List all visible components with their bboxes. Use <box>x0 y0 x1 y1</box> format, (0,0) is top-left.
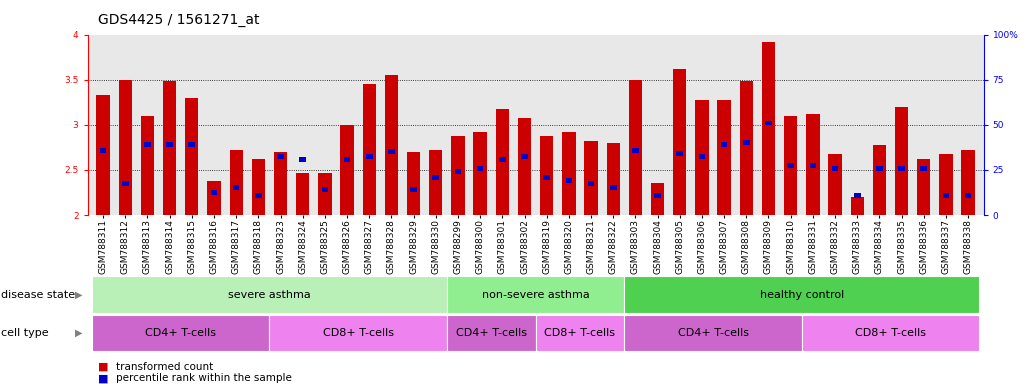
Bar <box>610 185 617 190</box>
Bar <box>828 154 842 215</box>
Bar <box>831 166 838 170</box>
Bar <box>474 132 487 215</box>
Text: severe asthma: severe asthma <box>228 290 311 300</box>
Bar <box>787 163 794 168</box>
Bar <box>584 141 597 215</box>
Bar <box>917 159 930 215</box>
Text: disease state: disease state <box>1 290 75 300</box>
Bar <box>765 121 771 126</box>
Text: ▶: ▶ <box>75 290 82 300</box>
Bar <box>274 152 287 215</box>
Bar <box>233 185 240 190</box>
Bar <box>185 98 199 215</box>
Text: CD8+ T-cells: CD8+ T-cells <box>322 328 393 338</box>
Bar <box>97 95 110 215</box>
Text: ■: ■ <box>98 362 108 372</box>
Bar <box>122 181 129 186</box>
Bar <box>385 75 398 215</box>
Bar <box>851 197 864 215</box>
Bar <box>144 142 150 147</box>
Bar <box>451 136 465 215</box>
Bar <box>677 151 683 156</box>
Bar <box>540 136 553 215</box>
Text: CD4+ T-cells: CD4+ T-cells <box>455 328 526 338</box>
Bar <box>544 175 550 180</box>
Bar <box>518 118 531 215</box>
Bar <box>430 150 443 215</box>
Bar <box>255 193 262 198</box>
Bar <box>872 145 886 215</box>
Bar <box>721 142 727 147</box>
Bar <box>674 69 686 215</box>
Text: ■: ■ <box>98 373 108 383</box>
Bar <box>965 193 971 198</box>
Bar <box>895 107 908 215</box>
Bar <box>118 80 132 215</box>
Bar <box>410 187 417 192</box>
Text: healthy control: healthy control <box>760 290 844 300</box>
Bar <box>562 132 576 215</box>
Bar <box>166 142 173 147</box>
Bar <box>499 157 506 162</box>
Bar <box>477 166 483 170</box>
Bar <box>163 81 176 215</box>
Bar <box>740 81 753 215</box>
Bar <box>344 157 350 162</box>
Text: transformed count: transformed count <box>116 362 213 372</box>
Bar <box>628 80 642 215</box>
Bar <box>321 187 329 192</box>
Text: CD4+ T-cells: CD4+ T-cells <box>678 328 749 338</box>
Bar <box>939 154 953 215</box>
Bar <box>921 166 927 170</box>
Bar <box>607 143 620 215</box>
Bar <box>251 159 265 215</box>
Text: non-severe asthma: non-severe asthma <box>482 290 589 300</box>
Bar <box>363 84 376 215</box>
Bar <box>300 157 306 162</box>
Bar <box>854 193 860 198</box>
Bar <box>806 114 820 215</box>
Text: CD8+ T-cells: CD8+ T-cells <box>855 328 926 338</box>
Bar <box>651 184 664 215</box>
Bar <box>407 152 420 215</box>
Bar <box>141 116 154 215</box>
Bar <box>388 149 394 154</box>
Bar <box>454 169 461 174</box>
Bar <box>743 141 750 145</box>
Bar <box>588 181 594 186</box>
Bar <box>961 150 974 215</box>
Bar <box>211 190 217 195</box>
Bar <box>521 154 527 159</box>
Bar <box>340 125 353 215</box>
Bar <box>100 147 106 152</box>
Text: percentile rank within the sample: percentile rank within the sample <box>116 373 293 383</box>
Bar <box>495 109 509 215</box>
Bar <box>762 42 776 215</box>
Text: cell type: cell type <box>1 328 48 338</box>
Text: CD4+ T-cells: CD4+ T-cells <box>145 328 216 338</box>
Bar <box>784 116 797 215</box>
Bar <box>277 154 284 159</box>
Bar <box>565 178 573 183</box>
Bar <box>632 147 639 152</box>
Bar <box>695 99 709 215</box>
Text: CD8+ T-cells: CD8+ T-cells <box>545 328 616 338</box>
Bar <box>318 173 332 215</box>
Bar <box>698 154 706 159</box>
Bar <box>207 181 220 215</box>
Bar <box>433 175 439 180</box>
Bar <box>718 99 731 215</box>
Text: ▶: ▶ <box>75 328 82 338</box>
Bar <box>942 193 950 198</box>
Bar <box>877 166 883 170</box>
Bar <box>230 150 243 215</box>
Bar <box>810 163 816 168</box>
Bar <box>366 154 373 159</box>
Bar <box>898 166 905 170</box>
Bar <box>188 142 195 147</box>
Bar <box>654 193 661 198</box>
Bar <box>296 173 309 215</box>
Text: GDS4425 / 1561271_at: GDS4425 / 1561271_at <box>98 13 260 27</box>
